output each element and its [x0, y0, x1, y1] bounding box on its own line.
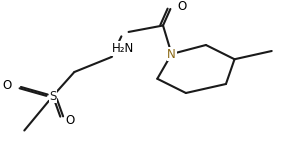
Text: O: O: [177, 0, 186, 13]
Text: O: O: [2, 79, 11, 92]
Text: S: S: [49, 90, 57, 102]
Text: H₂N: H₂N: [112, 42, 134, 55]
Text: N: N: [167, 48, 176, 60]
Text: O: O: [66, 114, 75, 126]
